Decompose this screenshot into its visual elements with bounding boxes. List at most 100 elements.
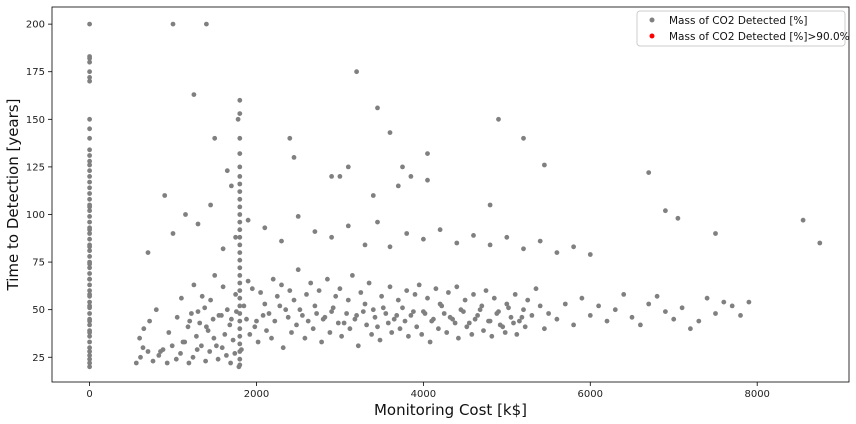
data-point	[197, 320, 203, 326]
data-point	[497, 322, 503, 328]
data-point	[170, 21, 176, 27]
data-point	[362, 301, 368, 307]
data-point	[511, 320, 516, 326]
data-point	[369, 332, 374, 337]
data-point	[425, 151, 430, 157]
data-point	[219, 313, 224, 318]
data-point	[199, 343, 204, 349]
data-point	[387, 244, 393, 250]
data-point	[439, 303, 445, 309]
data-point	[562, 301, 568, 307]
data-point	[262, 301, 268, 307]
data-point	[329, 234, 334, 240]
data-point	[237, 303, 243, 309]
data-point	[427, 339, 433, 345]
data-point	[162, 193, 168, 198]
data-point	[713, 311, 718, 316]
y-tick-label: 175	[26, 67, 45, 78]
data-point	[237, 189, 243, 195]
data-point	[416, 282, 422, 288]
y-tick-label: 100	[26, 210, 45, 221]
data-point	[402, 318, 408, 324]
data-point	[366, 280, 372, 286]
data-point	[87, 254, 92, 259]
data-point	[302, 335, 308, 341]
data-point	[425, 177, 430, 183]
data-point	[270, 276, 276, 282]
x-tick-label: 6000	[578, 389, 603, 400]
data-point	[447, 314, 453, 320]
legend-marker-red	[649, 33, 655, 39]
data-point	[408, 174, 414, 179]
data-point	[469, 332, 475, 337]
data-point	[202, 305, 208, 311]
data-point	[646, 301, 652, 307]
data-point	[394, 313, 400, 318]
data-point	[237, 362, 243, 368]
data-point	[456, 335, 461, 341]
data-point	[87, 248, 92, 254]
data-point	[87, 219, 92, 225]
data-point	[300, 313, 305, 318]
data-point	[141, 326, 147, 332]
data-point	[235, 116, 241, 122]
data-point	[87, 261, 92, 267]
data-point	[87, 265, 92, 271]
data-point	[312, 229, 318, 235]
data-point	[254, 318, 259, 324]
data-point	[319, 339, 324, 345]
data-point	[489, 333, 495, 339]
data-point	[475, 313, 480, 318]
data-point	[370, 307, 376, 313]
data-point	[195, 221, 201, 227]
data-point	[314, 311, 319, 316]
y-tick-label: 75	[32, 258, 45, 269]
data-point	[87, 196, 92, 202]
data-point	[212, 273, 218, 278]
data-point	[237, 341, 243, 347]
data-point	[310, 326, 316, 332]
x-axis-ticks: 0 2000 4000 6000 8000	[86, 382, 770, 400]
data-point	[287, 135, 293, 141]
data-point	[646, 170, 652, 176]
data-point	[345, 297, 351, 303]
data-point	[179, 295, 184, 301]
data-point	[471, 292, 476, 297]
data-point	[400, 164, 405, 170]
data-point	[377, 337, 383, 343]
data-point	[462, 297, 468, 303]
data-point	[289, 330, 294, 335]
data-point	[208, 202, 214, 208]
data-point	[521, 135, 526, 141]
data-point	[185, 324, 191, 330]
data-point	[87, 311, 92, 316]
data-point	[587, 313, 593, 318]
data-point	[137, 335, 143, 341]
data-point	[224, 353, 229, 358]
data-point	[387, 130, 393, 136]
data-point	[312, 303, 318, 309]
data-point	[237, 288, 243, 293]
data-point	[237, 212, 243, 217]
data-points	[87, 21, 823, 370]
data-point	[87, 78, 92, 84]
data-point	[87, 179, 92, 185]
data-point	[87, 231, 92, 236]
data-point	[87, 158, 92, 164]
data-point	[533, 286, 539, 292]
data-point	[452, 320, 458, 326]
data-point	[385, 320, 391, 326]
data-point	[241, 303, 247, 309]
data-point	[237, 135, 243, 141]
data-point	[354, 69, 359, 75]
data-point	[554, 316, 560, 322]
data-point	[147, 318, 153, 324]
data-point	[444, 330, 450, 335]
data-point	[283, 307, 289, 313]
data-point	[87, 364, 92, 370]
data-point	[508, 314, 514, 320]
data-point	[87, 174, 92, 179]
data-point	[294, 322, 299, 328]
data-point	[360, 309, 366, 314]
data-point	[817, 240, 823, 246]
